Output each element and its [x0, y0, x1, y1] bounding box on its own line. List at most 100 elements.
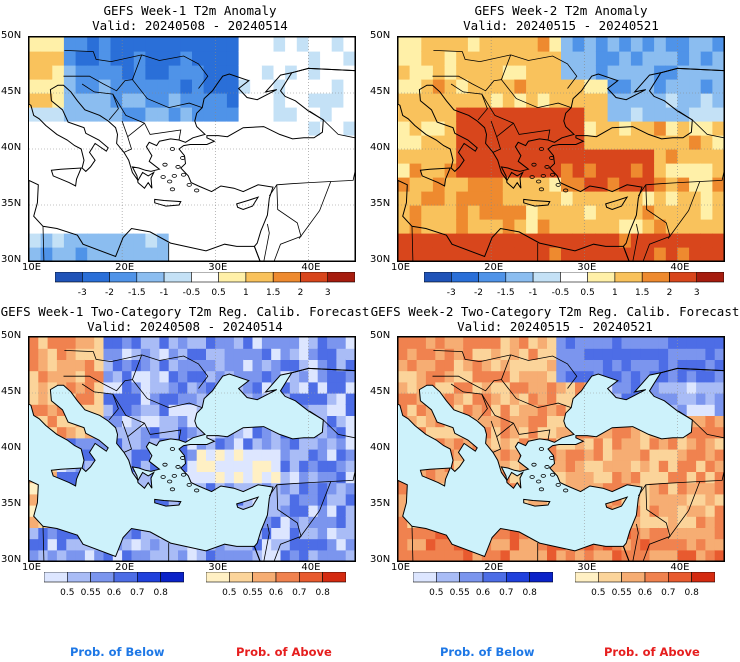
lat-tick-label: 45N: [1, 386, 22, 397]
colorbar-swatch: [597, 572, 622, 583]
colorbar-tick-label: -2: [474, 288, 483, 298]
aegean-islands: [529, 147, 569, 193]
colorbar-swatch: [160, 572, 184, 583]
lat-tick-label: 40N: [370, 442, 391, 453]
panel1-title: GEFS Week-1 T2m Anomaly Valid: 20240508 …: [22, 3, 358, 33]
lat-tick-label: 50N: [1, 30, 22, 41]
colorbar-swatch: [327, 272, 355, 283]
panel3-above-colorbar: 0.5 0.55 0.6 0.7 0.8: [206, 572, 346, 602]
lon-tick-label: 20E: [484, 262, 504, 273]
lat-tick-label: 35N: [1, 498, 22, 509]
country-borders: [42, 50, 355, 261]
panel2-title: GEFS Week-2 T2m Anomaly Valid: 20240515 …: [393, 3, 729, 33]
gridlines: [398, 337, 724, 561]
colorbar-swatch: [450, 272, 479, 283]
panel4-title: GEFS Week-2 Two-Category T2m Reg. Calib.…: [370, 304, 740, 334]
colorbar-tick-label: -1.5: [497, 288, 515, 298]
panel1-anomaly-map: [28, 36, 356, 262]
lon-tick-label: 10E: [391, 262, 411, 273]
lat-tick-label: 45N: [370, 386, 391, 397]
colorbar-swatch: [669, 272, 698, 283]
panel4-title-line2: Valid: 20240515 - 20240521: [457, 319, 653, 334]
lon-tick-label: 10E: [22, 562, 42, 573]
lat-tick-label: 30N: [370, 254, 391, 265]
panel4-below-colorbar: 0.5 0.55 0.6 0.7 0.8: [413, 572, 553, 602]
colorbar-tick-label: -2: [105, 288, 114, 298]
colorbar-swatch: [163, 272, 192, 283]
colorbar-tick-label: 0.5: [429, 588, 443, 598]
colorbar-tick-label: 0.55: [243, 588, 263, 598]
colorbar-tick-label: 0.7: [130, 588, 144, 598]
lat-tick-label: 30N: [1, 254, 22, 265]
country-borders: [42, 350, 355, 561]
colorbar-tick-label: 0.8: [154, 588, 169, 598]
aegean-islands: [160, 147, 200, 193]
lat-tick-label: 50N: [370, 30, 391, 41]
gridlines: [29, 37, 355, 261]
colorbar-tick-label: -3: [447, 288, 456, 298]
lat-tick-label: 35N: [370, 498, 391, 509]
lon-tick-label: 30E: [577, 262, 597, 273]
lat-tick-label: 40N: [370, 142, 391, 153]
colorbar-swatch: [275, 572, 300, 583]
colorbar-swatch: [218, 272, 247, 283]
aegean-islands: [529, 447, 569, 493]
lat-tick-label: 45N: [1, 86, 22, 97]
panel4-legend-below: Prob. of Below: [440, 645, 535, 659]
colorbar-swatch: [136, 272, 165, 283]
lon-tick-label: 30E: [208, 262, 228, 273]
panel1-anomaly-colorbar: -3 -2 -1.5 -1 -0.5 0.5 1 1.5 2 3: [55, 272, 355, 302]
lat-tick-label: 40N: [1, 442, 22, 453]
panel1-title-line2: Valid: 20240508 - 20240514: [92, 18, 288, 33]
colorbar-swatch: [505, 272, 534, 283]
coastlines: [29, 37, 355, 261]
colorbar-tick-label: 0.6: [107, 588, 122, 598]
colorbar-swatch: [245, 272, 274, 283]
colorbar-tick-label: 1.5: [266, 288, 280, 298]
panel4-title-line1: GEFS Week-2 Two-Category T2m Reg. Calib.…: [370, 304, 740, 319]
colorbar-swatch: [113, 572, 138, 583]
colorbar-swatch: [109, 272, 138, 283]
colorbar-swatch: [44, 572, 68, 583]
anomaly-field: [398, 37, 724, 261]
colorbar-swatch: [478, 272, 507, 283]
colorbar-swatch: [575, 572, 599, 583]
colorbar-tick-label: 1.5: [635, 288, 649, 298]
lat-tick-label: 45N: [370, 86, 391, 97]
colorbar-swatch: [413, 572, 437, 583]
panel3-title-line1: GEFS Week-1 Two-Category T2m Reg. Calib.…: [0, 304, 370, 319]
colorbar-swatch: [435, 572, 460, 583]
colorbar-swatch: [560, 272, 588, 283]
colorbar-tick-label: 0.6: [269, 588, 284, 598]
colorbar-tick-label: 0.55: [450, 588, 470, 598]
colorbar-swatch: [90, 572, 115, 583]
lon-tick-label: 30E: [208, 562, 228, 573]
lat-tick-label: 50N: [370, 330, 391, 341]
colorbar-tick-label: -0.5: [183, 288, 201, 298]
panel2-title-line2: Valid: 20240515 - 20240521: [463, 18, 659, 33]
anomaly-field: [29, 37, 355, 261]
lon-tick-label: 10E: [22, 262, 42, 273]
colorbar-swatch: [532, 272, 561, 283]
panel3-title-line2: Valid: 20240508 - 20240514: [87, 319, 283, 334]
lon-tick-label: 40E: [670, 562, 690, 573]
lon-tick-label: 40E: [301, 562, 321, 573]
panel4-probability-map: [397, 336, 725, 562]
lon-tick-label: 40E: [301, 262, 321, 273]
lat-tick-label: 50N: [1, 330, 22, 341]
colorbar-tick-label: 0.7: [499, 588, 513, 598]
lon-tick-label: 10E: [391, 562, 411, 573]
coastlines: [398, 337, 724, 561]
colorbar-tick-label: 0.5: [60, 588, 74, 598]
colorbar-tick-label: 0.8: [316, 588, 331, 598]
lat-tick-label: 30N: [1, 554, 22, 565]
colorbar-tick-label: 3: [325, 288, 331, 298]
map-canvas: [398, 37, 724, 261]
colorbar-tick-label: 0.5: [211, 288, 225, 298]
colorbar-tick-label: 1: [243, 288, 249, 298]
country-borders: [411, 350, 724, 561]
colorbar-tick-label: 2: [667, 288, 673, 298]
colorbar-tick-label: 2: [298, 288, 304, 298]
map-canvas: [398, 337, 724, 561]
colorbar-tick-label: 0.6: [638, 588, 653, 598]
